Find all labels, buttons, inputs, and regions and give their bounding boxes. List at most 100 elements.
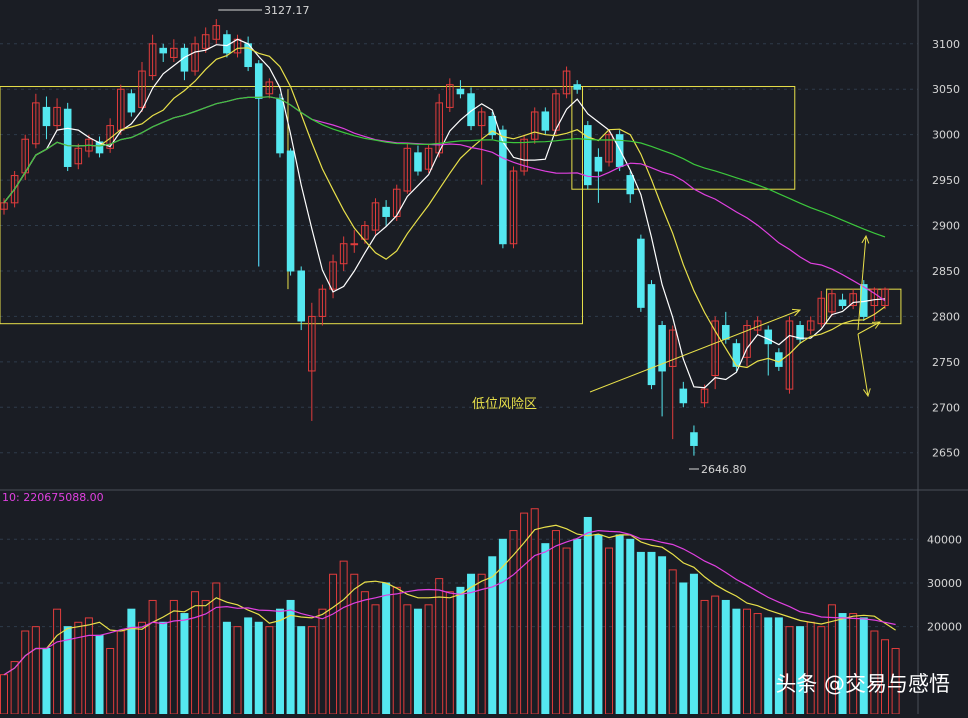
candle-body: [191, 43, 199, 72]
candle-body: [530, 111, 539, 140]
volume-bar: [201, 599, 210, 715]
volume-bar: [859, 617, 868, 715]
y-tick-label: 2900: [932, 220, 960, 233]
volume-bar: [392, 586, 401, 715]
volume-bar: [732, 608, 741, 715]
up-arrow: [857, 235, 867, 331]
y-tick-label: 3100: [932, 38, 960, 51]
high-price-label: 3127.17: [264, 4, 310, 17]
volume-bar: [403, 604, 412, 715]
volume-bar: [169, 599, 178, 715]
candle-body: [403, 147, 412, 192]
trend-arrow-head: [791, 308, 802, 317]
volume-bar: [53, 608, 62, 715]
candle-body: [254, 63, 263, 99]
candle-body: [53, 106, 61, 127]
candle-body: [392, 188, 401, 217]
volume-bar: [838, 613, 847, 715]
down-arrow-head: [863, 388, 871, 398]
y-tick-label: 2700: [932, 401, 960, 414]
volume-ma10-line: [3, 529, 896, 676]
candle-body: [138, 70, 146, 108]
volume-bar: [721, 599, 730, 715]
volume-panel-title: 10: 220675088.00: [2, 491, 104, 504]
candle-body: [63, 108, 72, 167]
volume-bar: [467, 573, 476, 715]
candle-body: [870, 288, 879, 307]
candle-body: [679, 388, 688, 404]
volume-bar: [159, 621, 168, 715]
volume-bar: [764, 617, 773, 715]
candle-body: [148, 43, 157, 77]
candle-body: [42, 106, 51, 127]
candle-body: [488, 116, 497, 136]
volume-bar: [350, 573, 359, 715]
volume-bar: [413, 608, 422, 715]
down-arrow: [857, 333, 869, 397]
candle-body: [467, 93, 475, 127]
candle-body: [520, 138, 528, 172]
volume-bar: [21, 630, 30, 715]
volume-bar: [668, 569, 677, 715]
volume-bar: [106, 647, 115, 715]
candle-body: [838, 299, 847, 307]
candle-body: [297, 270, 305, 322]
y-tick-label: 3050: [932, 83, 960, 96]
y-tick-label: 2850: [932, 265, 960, 278]
candle-body: [573, 84, 581, 90]
volume-bar: [551, 530, 560, 715]
volume-bar: [689, 573, 698, 715]
volume-bar: [636, 551, 645, 715]
candle-body: [329, 261, 337, 290]
candle-body: [95, 141, 104, 154]
volume-bar: [286, 599, 295, 715]
volume-tick-label: 20000: [927, 621, 962, 634]
candle-body: [743, 325, 751, 358]
volume-bar: [647, 551, 656, 715]
candle-body: [350, 243, 359, 246]
volume-tick-label: 30000: [927, 577, 962, 590]
volume-bar: [679, 582, 688, 715]
candle-body: [170, 47, 178, 58]
candle-body: [828, 293, 836, 313]
y-tick-label: 2950: [932, 174, 960, 187]
candle-body: [764, 329, 773, 345]
candle-body: [637, 238, 645, 308]
candle-body: [265, 81, 274, 95]
candle-body: [276, 97, 284, 154]
volume-bar: [626, 538, 635, 715]
candle-body: [584, 125, 592, 186]
volume-bar: [297, 626, 306, 715]
candle-body: [817, 297, 826, 325]
volume-bar: [594, 534, 603, 715]
volume-bar: [774, 617, 783, 715]
volume-bar: [849, 613, 858, 715]
candle-body: [541, 111, 550, 131]
candle-body: [371, 202, 380, 231]
volume-bar: [445, 591, 454, 715]
low-price-label: 2646.80: [701, 463, 747, 476]
volume-bar: [212, 582, 221, 715]
volume-bar: [605, 547, 614, 715]
volume-bar: [191, 591, 200, 715]
candle-body: [806, 320, 815, 331]
candle-body: [690, 432, 698, 446]
zone-box: [0, 86, 583, 325]
ma60-line: [3, 96, 886, 238]
volume-bar: [95, 634, 104, 715]
ma30-line: [3, 96, 886, 302]
candle-body: [732, 343, 741, 367]
candle-body: [849, 293, 857, 307]
y-tick-label: 2750: [932, 356, 960, 369]
ma5-line: [3, 38, 886, 389]
volume-bar: [180, 613, 189, 715]
candle-body: [562, 70, 571, 95]
volume-bar: [498, 538, 507, 715]
volume-bar: [583, 516, 592, 715]
candle-body: [286, 150, 295, 272]
candle-body: [361, 225, 369, 240]
candle-body: [711, 320, 719, 376]
candle-body: [881, 288, 889, 307]
volume-bar: [700, 599, 709, 715]
